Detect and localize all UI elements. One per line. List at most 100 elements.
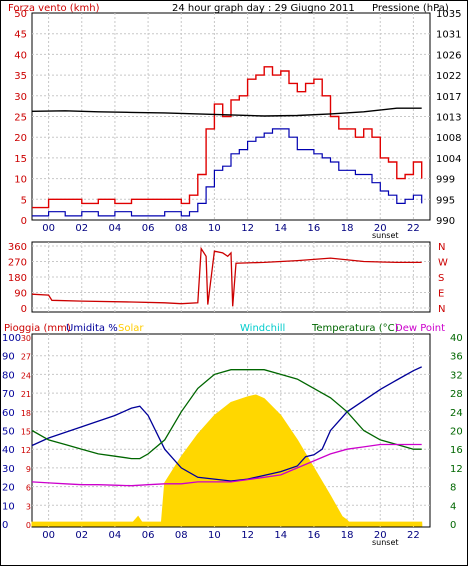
- y-right-tick-label: 1035: [436, 9, 461, 20]
- x-tick-label: 02: [75, 530, 88, 541]
- y-temperature-tick-label: 40: [450, 333, 463, 344]
- y-right-tick-label: 990: [436, 216, 455, 227]
- solar-legend: Solar: [118, 323, 144, 334]
- x-tick-label: 16: [308, 530, 321, 541]
- y-rain-tick-label: 24: [21, 371, 31, 380]
- pressure-line: [31, 107, 422, 117]
- y-right-tick-label: 1013: [436, 113, 461, 124]
- y-left-tick-label: 25: [14, 113, 27, 124]
- y-right-tick-label: E: [438, 289, 444, 300]
- y-right-tick-label: 1004: [436, 154, 461, 165]
- y-left-tick-label: 180: [8, 273, 27, 284]
- x-tick-label: 04: [109, 530, 122, 541]
- y-rain-tick-label: 27: [21, 353, 31, 362]
- y-right-tick-label: N: [438, 304, 445, 315]
- y-left-tick-label: 0: [21, 216, 27, 227]
- x-tick-label: 06: [142, 223, 155, 234]
- y-humidity-tick-label: 0: [2, 520, 8, 531]
- x-tick-label: 12: [241, 530, 254, 541]
- x-tick-label: 22: [407, 530, 420, 541]
- y-left-tick-label: 270: [8, 258, 27, 269]
- y-right-tick-label: 1031: [436, 30, 461, 41]
- rain-area: [31, 521, 423, 527]
- graph-title: 24 hour graph day : 29 Giugno 2011: [172, 3, 355, 14]
- sunset-label-bottom: sunset: [372, 538, 399, 547]
- y-temperature-tick-label: 8: [450, 483, 456, 494]
- y-humidity-tick-label: 50: [2, 427, 15, 438]
- x-tick-label: 00: [42, 530, 55, 541]
- y-humidity-tick-label: 60: [2, 408, 15, 419]
- y-rain-tick-label: 6: [26, 484, 31, 493]
- y-right-tick-label: 1026: [436, 50, 461, 61]
- wind-average-line: [32, 128, 423, 217]
- temperature-line: [31, 369, 422, 460]
- y-temperature-tick-label: 28: [450, 389, 463, 400]
- y-temperature-tick-label: 36: [450, 352, 463, 363]
- y-humidity-tick-label: 40: [2, 445, 15, 456]
- y-temperature-tick-label: 12: [450, 464, 463, 475]
- y-rain-tick-label: 21: [21, 390, 31, 399]
- y-right-tick-label: 999: [436, 175, 455, 186]
- pressure-axis-label: Pressione (hPa): [372, 3, 449, 14]
- x-tick-label: 18: [341, 223, 354, 234]
- y-right-tick-label: 1022: [436, 71, 461, 82]
- y-rain-tick-label: 30: [21, 334, 31, 343]
- y-rain-tick-label: 0: [26, 521, 31, 530]
- y-right-tick-label: W: [438, 258, 448, 269]
- x-tick-label: 12: [241, 223, 254, 234]
- temperature-legend: Temperatura (°C): [311, 323, 399, 334]
- x-tick-label: 16: [308, 223, 321, 234]
- x-tick-label: 10: [208, 530, 221, 541]
- y-left-tick-label: 90: [14, 289, 27, 300]
- x-tick-label: 02: [75, 223, 88, 234]
- y-right-tick-label: 1017: [436, 92, 461, 103]
- y-left-tick-label: 0: [21, 304, 27, 315]
- x-tick-label: 04: [109, 223, 122, 234]
- y-temperature-tick-label: 16: [450, 445, 463, 456]
- y-humidity-tick-label: 30: [2, 464, 15, 475]
- x-tick-label: 20: [374, 530, 387, 541]
- wind-direction-line: [31, 246, 422, 307]
- x-tick-label: 20: [374, 223, 387, 234]
- y-humidity-tick-label: 90: [2, 352, 15, 363]
- y-humidity-tick-label: 10: [2, 501, 15, 512]
- y-temperature-tick-label: 32: [450, 370, 463, 381]
- y-left-tick-label: 15: [14, 154, 27, 165]
- y-humidity-tick-label: 80: [2, 370, 15, 381]
- x-tick-label: 22: [407, 223, 420, 234]
- y-temperature-tick-label: 20: [450, 427, 463, 438]
- y-left-tick-label: 45: [14, 30, 27, 41]
- x-tick-label: 08: [175, 530, 188, 541]
- y-right-tick-label: N: [438, 242, 445, 253]
- y-humidity-tick-label: 20: [2, 483, 15, 494]
- y-temperature-tick-label: 0: [450, 520, 456, 531]
- y-rain-tick-label: 12: [21, 446, 31, 455]
- x-tick-label: 10: [208, 223, 221, 234]
- y-left-tick-label: 35: [14, 71, 27, 82]
- x-tick-label: 06: [142, 530, 155, 541]
- y-rain-tick-label: 3: [26, 502, 31, 511]
- y-left-tick-label: 20: [14, 133, 27, 144]
- x-tick-label: 08: [175, 223, 188, 234]
- y-right-tick-label: 1008: [436, 133, 461, 144]
- y-left-tick-label: 5: [21, 195, 27, 206]
- rain-legend: Pioggia (mm): [4, 323, 71, 334]
- y-rain-tick-label: 15: [21, 428, 31, 437]
- humidity-line: [31, 366, 422, 482]
- y-humidity-tick-label: 70: [2, 389, 15, 400]
- y-rain-tick-label: 9: [26, 465, 31, 474]
- y-rain-tick-label: 18: [21, 409, 31, 418]
- y-left-tick-label: 30: [14, 92, 27, 103]
- windchill-legend: Windchill: [240, 323, 285, 334]
- dewpoint-line: [31, 443, 422, 487]
- x-tick-label: 14: [274, 530, 287, 541]
- x-tick-label: 18: [341, 530, 354, 541]
- y-left-tick-label: 50: [14, 9, 27, 20]
- x-tick-label: 00: [42, 223, 55, 234]
- humidity-legend: Umidita %: [66, 323, 118, 334]
- wind-axis-label: Forza vento (kmh): [8, 3, 100, 14]
- y-temperature-tick-label: 24: [450, 408, 463, 419]
- y-left-tick-label: 360: [8, 242, 27, 253]
